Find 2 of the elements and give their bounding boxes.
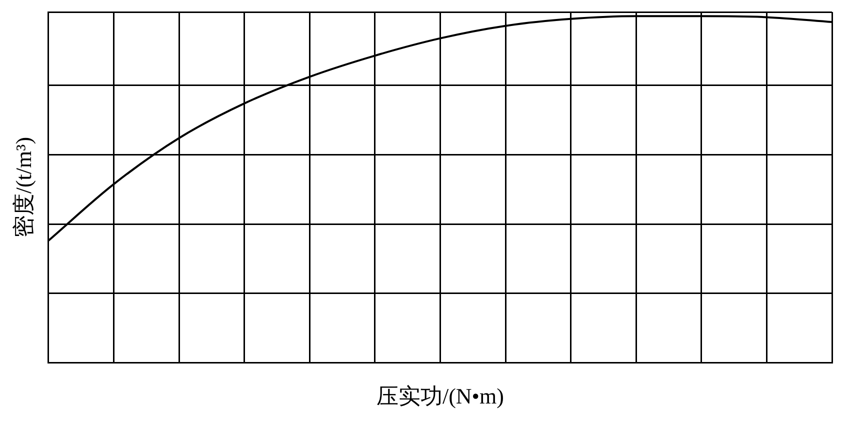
x-axis-title: 压实功/(N•m) [376, 384, 504, 409]
y-axis-title: 密度/(t/m³) [10, 136, 36, 238]
